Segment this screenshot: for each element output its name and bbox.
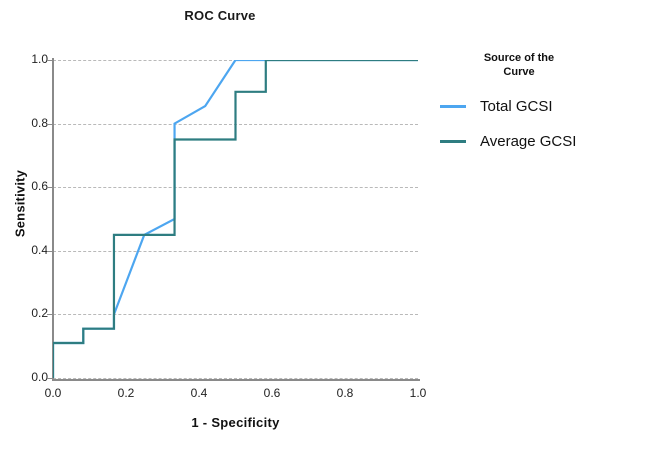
legend-item[interactable]: Total GCSI [440, 98, 655, 115]
x-axis-title: 1 - Specificity [191, 415, 280, 430]
y-axis-tick [47, 123, 54, 125]
y-tick-label: 0.8 [31, 115, 48, 130]
legend-title-line2: Curve [503, 65, 535, 78]
gridline-y [53, 250, 418, 252]
y-axis-tick [47, 60, 54, 61]
x-tick-label: 0.4 [190, 386, 208, 400]
y-axis-line [52, 58, 54, 380]
y-axis-title: Sensitivity [12, 169, 28, 238]
y-tick-label: 1.0 [31, 52, 48, 66]
x-axis-line [52, 379, 420, 381]
legend-line-swatch-icon [440, 104, 466, 108]
y-tick-label: 0.0 [31, 370, 48, 384]
legend-item-label: Total GCSI [480, 97, 553, 115]
y-axis-tick [47, 378, 54, 379]
y-tick-label: 0.6 [31, 179, 48, 194]
roc-curve-line [53, 60, 418, 378]
y-axis-tick [47, 187, 54, 189]
y-tick-label: 0.4 [31, 242, 48, 257]
legend-item[interactable]: Average GCSI [440, 133, 655, 150]
y-axis-tick [47, 314, 54, 316]
y-tick-labels: 0.0 0.2 0.4 0.6 0.8 1.0 [0, 0, 48, 453]
x-tick-label: 0.6 [263, 386, 281, 400]
y-axis-tick [47, 250, 54, 252]
x-tick-label: 0.8 [336, 386, 354, 400]
legend-entries: Total GCSI Average GCSI [440, 98, 655, 150]
gridline-y [53, 378, 418, 379]
x-tick-label: 0.0 [44, 386, 62, 400]
gridline-y [53, 314, 418, 316]
x-tick-label: 0.2 [117, 386, 135, 400]
legend: Source of the Curve Total GCSI Average GC… [440, 52, 655, 150]
roc-curves [53, 60, 418, 378]
y-tick-label: 0.2 [31, 306, 48, 321]
legend-item-label: Average GCSI [480, 132, 577, 150]
chart-title: ROC Curve [184, 8, 256, 23]
x-tick-label: 1.0 [409, 386, 427, 400]
legend-line-swatch-icon [440, 139, 466, 143]
legend-title: Source of the Curve [444, 52, 594, 80]
gridline-y [53, 187, 418, 189]
legend-title-line1: Source of the [483, 52, 555, 64]
